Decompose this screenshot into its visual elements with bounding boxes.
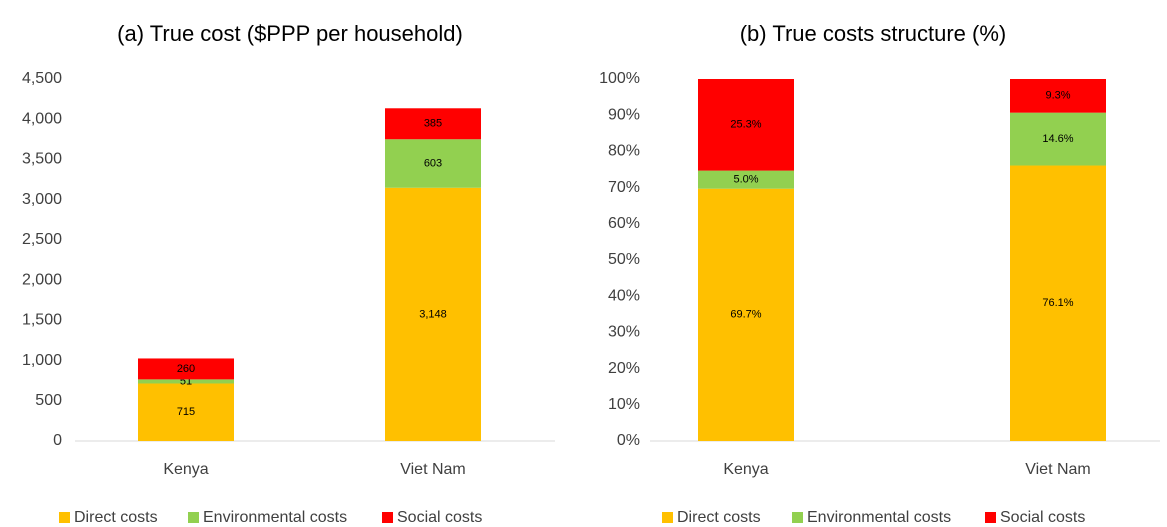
x-tick-label: Viet Nam xyxy=(1025,461,1091,478)
legend-swatch xyxy=(382,512,393,523)
data-label: 69.7% xyxy=(730,309,761,321)
data-label: 25.3% xyxy=(730,119,761,131)
y-tick-label: 90% xyxy=(608,106,640,123)
y-tick-label: 40% xyxy=(608,287,640,304)
data-label: 3,148 xyxy=(419,308,447,320)
x-tick-label: Kenya xyxy=(163,461,208,478)
data-label: 76.1% xyxy=(1042,297,1073,309)
legend-label: Social costs xyxy=(397,509,482,526)
data-label: 260 xyxy=(177,363,195,375)
bar-segment xyxy=(138,383,234,441)
bar-segment xyxy=(698,170,794,189)
y-tick-label: 500 xyxy=(35,392,62,409)
y-tick-label: 4,000 xyxy=(22,110,62,127)
bar-segment xyxy=(385,187,481,441)
y-tick-label: 0 xyxy=(53,432,62,449)
y-tick-label: 100% xyxy=(599,70,640,87)
legend-label: Environmental costs xyxy=(807,509,951,526)
y-tick-label: 50% xyxy=(608,251,640,268)
legend-swatch xyxy=(792,512,803,523)
bar-segment xyxy=(1010,79,1106,113)
bar-segment xyxy=(698,79,794,171)
bar-segment xyxy=(698,188,794,441)
data-label: 385 xyxy=(424,118,442,130)
y-tick-label: 10% xyxy=(608,396,640,413)
bar-segment xyxy=(385,139,481,188)
legend-swatch xyxy=(985,512,996,523)
y-tick-label: 0% xyxy=(617,432,640,449)
bar-segment xyxy=(385,108,481,140)
data-label: 715 xyxy=(177,406,195,418)
legend-label: Environmental costs xyxy=(203,509,347,526)
data-label: 9.3% xyxy=(1045,90,1070,102)
legend-swatch xyxy=(59,512,70,523)
chart-title: (b) True costs structure (%) xyxy=(740,21,1007,46)
y-tick-label: 2,500 xyxy=(22,231,62,248)
legend-label: Direct costs xyxy=(677,509,761,526)
bar-segment xyxy=(138,379,234,384)
y-tick-label: 60% xyxy=(608,215,640,232)
y-tick-label: 80% xyxy=(608,143,640,160)
y-tick-label: 20% xyxy=(608,360,640,377)
y-tick-label: 3,500 xyxy=(22,151,62,168)
y-tick-label: 70% xyxy=(608,179,640,196)
legend-label: Direct costs xyxy=(74,509,158,526)
data-label: 5.0% xyxy=(733,174,758,186)
x-tick-label: Viet Nam xyxy=(400,461,466,478)
data-label: 603 xyxy=(424,157,442,169)
y-tick-label: 2,000 xyxy=(22,271,62,288)
y-tick-label: 4,500 xyxy=(22,70,62,87)
data-label: 14.6% xyxy=(1042,133,1073,145)
legend-swatch xyxy=(662,512,673,523)
bar-segment xyxy=(138,358,234,380)
bar-segment xyxy=(1010,112,1106,166)
y-tick-label: 1,000 xyxy=(22,352,62,369)
bar-segment xyxy=(1010,165,1106,441)
legend-swatch xyxy=(188,512,199,523)
y-tick-label: 3,000 xyxy=(22,191,62,208)
x-tick-label: Kenya xyxy=(723,461,768,478)
legend-label: Social costs xyxy=(1000,509,1085,526)
y-tick-label: 1,500 xyxy=(22,312,62,329)
chart-title: (a) True cost ($PPP per household) xyxy=(117,21,463,46)
y-tick-label: 30% xyxy=(608,324,640,341)
